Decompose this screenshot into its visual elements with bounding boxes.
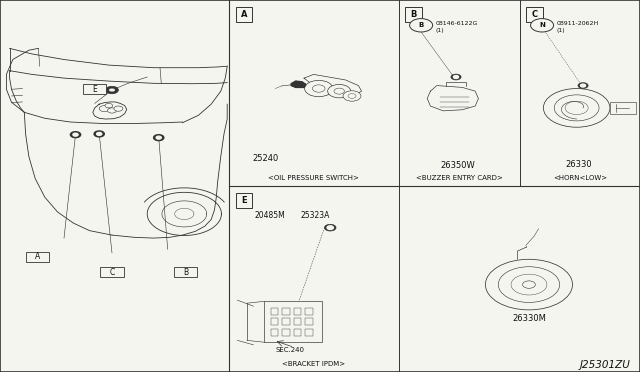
Bar bbox=[236, 193, 252, 208]
Text: C: C bbox=[109, 268, 115, 277]
Bar bbox=[610, 102, 636, 114]
Bar bbox=[271, 329, 278, 336]
Text: A: A bbox=[35, 252, 40, 261]
Text: SEC.240: SEC.240 bbox=[275, 347, 304, 353]
Bar bbox=[294, 308, 301, 315]
Text: J25301ZU: J25301ZU bbox=[580, 360, 630, 370]
Circle shape bbox=[105, 103, 113, 108]
Text: (1): (1) bbox=[435, 28, 444, 33]
Polygon shape bbox=[291, 81, 306, 87]
Bar bbox=[294, 329, 301, 336]
Circle shape bbox=[543, 89, 610, 127]
Circle shape bbox=[343, 91, 361, 101]
Circle shape bbox=[114, 106, 123, 111]
Circle shape bbox=[328, 84, 351, 98]
Bar bbox=[271, 308, 278, 315]
Text: A: A bbox=[241, 10, 247, 19]
Circle shape bbox=[523, 281, 535, 288]
Text: <HORN<LOW>: <HORN<LOW> bbox=[553, 175, 607, 181]
Circle shape bbox=[154, 135, 164, 141]
Bar bbox=[526, 7, 543, 22]
Circle shape bbox=[324, 224, 336, 231]
Text: 26350W: 26350W bbox=[440, 161, 475, 170]
Text: 26330: 26330 bbox=[566, 160, 593, 169]
Text: <BRACKET IPDM>: <BRACKET IPDM> bbox=[282, 361, 346, 367]
Text: <BUZZER ENTRY CARD>: <BUZZER ENTRY CARD> bbox=[416, 175, 502, 181]
Text: E: E bbox=[241, 196, 246, 205]
Text: B: B bbox=[419, 22, 424, 28]
Circle shape bbox=[156, 136, 161, 139]
Circle shape bbox=[305, 80, 333, 97]
Text: B: B bbox=[183, 268, 188, 277]
Circle shape bbox=[580, 84, 586, 87]
Text: 08911-2062H: 08911-2062H bbox=[556, 20, 598, 26]
Circle shape bbox=[70, 132, 81, 138]
Bar bbox=[26, 251, 49, 262]
Bar bbox=[236, 7, 252, 22]
Circle shape bbox=[453, 76, 458, 78]
Circle shape bbox=[99, 106, 109, 112]
Text: 26330M: 26330M bbox=[512, 314, 546, 323]
Text: 08146-6122G: 08146-6122G bbox=[435, 20, 477, 26]
Circle shape bbox=[410, 19, 433, 32]
Circle shape bbox=[312, 85, 325, 92]
Bar bbox=[83, 84, 106, 94]
Circle shape bbox=[334, 88, 344, 94]
Bar bbox=[294, 318, 301, 325]
Text: B: B bbox=[410, 10, 417, 19]
Circle shape bbox=[327, 226, 333, 230]
Circle shape bbox=[108, 108, 116, 113]
Bar bbox=[264, 301, 322, 342]
Circle shape bbox=[499, 267, 560, 302]
Circle shape bbox=[554, 95, 599, 121]
Bar bbox=[305, 318, 313, 325]
Polygon shape bbox=[93, 102, 127, 119]
Text: (1): (1) bbox=[556, 28, 564, 33]
Circle shape bbox=[578, 83, 588, 89]
Text: 20485M: 20485M bbox=[255, 211, 285, 220]
Bar bbox=[100, 267, 124, 278]
Polygon shape bbox=[428, 86, 479, 111]
Text: C: C bbox=[531, 10, 538, 19]
Bar bbox=[282, 329, 290, 336]
Circle shape bbox=[531, 19, 554, 32]
Bar bbox=[282, 308, 290, 315]
Circle shape bbox=[565, 101, 588, 115]
Text: N: N bbox=[539, 22, 545, 28]
Bar bbox=[405, 7, 422, 22]
Bar bbox=[282, 318, 290, 325]
Circle shape bbox=[511, 274, 547, 295]
Bar bbox=[174, 267, 197, 278]
Bar bbox=[271, 318, 278, 325]
Circle shape bbox=[109, 88, 115, 92]
Circle shape bbox=[97, 132, 102, 135]
Circle shape bbox=[94, 131, 104, 137]
Circle shape bbox=[486, 259, 573, 310]
Circle shape bbox=[106, 86, 118, 94]
Bar bbox=[305, 308, 313, 315]
Text: E: E bbox=[92, 85, 97, 94]
Polygon shape bbox=[304, 74, 362, 95]
Circle shape bbox=[451, 74, 461, 80]
Circle shape bbox=[73, 133, 78, 136]
Text: <OIL PRESSURE SWITCH>: <OIL PRESSURE SWITCH> bbox=[269, 175, 359, 181]
Bar bbox=[305, 329, 313, 336]
Text: 25323A: 25323A bbox=[301, 211, 330, 220]
Circle shape bbox=[348, 94, 356, 98]
Text: 25240: 25240 bbox=[253, 154, 279, 163]
